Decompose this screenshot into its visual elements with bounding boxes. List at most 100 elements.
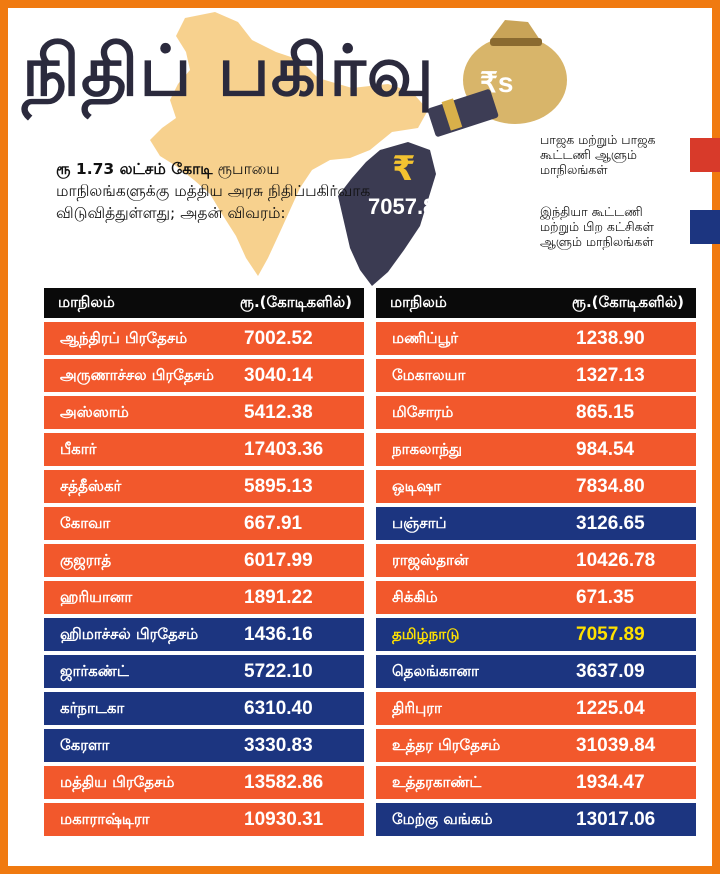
- right-table: மாநிலம் ரூ.(கோடிகளில்) மணிப்பூர் 1238.90 ம…: [376, 288, 696, 836]
- table-row: சத்தீஸ்கர் 5895.13: [44, 470, 364, 503]
- state-amount: 1436.16: [244, 623, 313, 645]
- state-name: மகாராஷ்டிரா: [60, 809, 150, 828]
- state-name: மிசோரம்: [392, 402, 454, 421]
- intro-rest: ரூபாயை மாநிலங்களுக்கு மத்திய அரசு நிதிப்…: [56, 160, 371, 222]
- table-row: மத்திய பிரதேசம் 13582.86: [44, 766, 364, 799]
- table-row: கோவா 667.91: [44, 507, 364, 540]
- page-title: நிதிப் பகிர்வு: [22, 30, 435, 112]
- table-row: உத்தர பிரதேசம் 31039.84: [376, 729, 696, 762]
- rupee-icon: ₹: [392, 149, 416, 189]
- state-amount: 13582.86: [244, 771, 324, 793]
- state-name: கர்நாடகா: [60, 698, 125, 717]
- state-amount: 1238.90: [576, 327, 645, 349]
- state-amount: 3330.83: [244, 734, 313, 756]
- table-row: மேகாலயா 1327.13: [376, 359, 696, 392]
- state-amount: 6310.40: [244, 697, 313, 719]
- state-amount: 3637.09: [576, 660, 645, 682]
- table-row: மிசோரம் 865.15: [376, 396, 696, 429]
- table-row: சிக்கிம் 671.35: [376, 581, 696, 614]
- header-amount: ரூ.(கோடிகளில்): [239, 293, 352, 311]
- state-amount: 31039.84: [576, 734, 656, 756]
- state-amount: 10426.78: [576, 549, 656, 571]
- table-row: திரிபுரா 1225.04: [376, 692, 696, 725]
- state-amount: 7834.80: [576, 475, 645, 497]
- state-amount: 6017.99: [244, 549, 313, 571]
- tamilnadu-map-shape: [338, 142, 436, 286]
- state-name: பஞ்சாப்: [392, 513, 447, 532]
- left-table: மாநிலம் ரூ.(கோடிகளில்) ஆந்திரப் பிரதேசம்…: [44, 288, 364, 836]
- cash-bundle-icon: [427, 89, 499, 137]
- state-name: குஜராத்: [60, 550, 112, 569]
- table-row: உத்தரகாண்ட் 1934.47: [376, 766, 696, 799]
- table-row: பீகார் 17403.36: [44, 433, 364, 466]
- table-row: ஹிமாச்சல் பிரதேசம் 1436.16: [44, 618, 364, 651]
- state-amount: 5412.38: [244, 401, 313, 423]
- table-row: நாகலாந்து 984.54: [376, 433, 696, 466]
- state-amount: 1327.13: [576, 364, 645, 386]
- state-name: சத்தீஸ்கர்: [60, 476, 122, 495]
- table-row: தெலங்கானா 3637.09: [376, 655, 696, 688]
- table-row: அஸ்ஸாம் 5412.38: [44, 396, 364, 429]
- legend-india-swatch: [690, 209, 720, 244]
- table-row: கர்நாடகா 6310.40: [44, 692, 364, 725]
- intro-highlight: ரூ 1.73 லட்சம் கோடி: [56, 160, 213, 178]
- legend-bjp: பாஜக மற்றும் பாஜக கூட்டணி ஆளும் மாநிலங்க…: [540, 132, 720, 177]
- india-map-illustration: ₹s ₹: [150, 12, 567, 286]
- state-name: கேரளா: [60, 735, 110, 754]
- right-table-header: மாநிலம் ரூ.(கோடிகளில்): [376, 288, 696, 318]
- state-name: ஆந்திரப் பிரதேசம்: [60, 328, 188, 347]
- state-amount: 7057.89: [576, 623, 645, 645]
- state-name: நாகலாந்து: [392, 439, 462, 458]
- header-state: மாநிலம்: [390, 293, 447, 311]
- state-name: ராஜஸ்தான்: [392, 550, 469, 569]
- legend-india: இந்தியா கூட்டணி மற்றும் பிற கட்சிகள் ஆளு…: [540, 204, 720, 249]
- table-row: ராஜஸ்தான் 10426.78: [376, 544, 696, 577]
- state-amount: 10930.31: [244, 808, 324, 830]
- state-name: மத்திய பிரதேசம்: [60, 772, 175, 791]
- state-name: அஸ்ஸாம்: [60, 402, 129, 421]
- state-amount: 5895.13: [244, 475, 313, 497]
- left-table-header: மாநிலம் ரூ.(கோடிகளில்): [44, 288, 364, 318]
- state-amount: 5722.10: [244, 660, 313, 682]
- state-amount: 984.54: [576, 438, 635, 460]
- header-amount: ரூ.(கோடிகளில்): [571, 293, 684, 311]
- state-amount: 1225.04: [576, 697, 645, 719]
- state-name: ஜார்கண்ட்: [60, 661, 129, 680]
- state-name: ஹரியானா: [60, 587, 133, 606]
- state-name: அருணாச்சல பிரதேசம்: [60, 365, 215, 384]
- state-name: ஒடிஷா: [392, 476, 442, 495]
- left-table-body: ஆந்திரப் பிரதேசம் 7002.52 அருணாச்சல பிரதேச…: [44, 322, 364, 836]
- state-amount: 3040.14: [244, 364, 313, 386]
- table-row: மகாராஷ்டிரா 10930.31: [44, 803, 364, 836]
- india-map-shape: [150, 12, 428, 276]
- table-row: ஜார்கண்ட் 5722.10: [44, 655, 364, 688]
- state-name: திரிபுரா: [392, 698, 442, 717]
- tamilnadu-amount-callout: 7057.89: [368, 194, 448, 219]
- table-row: ஹரியானா 1891.22: [44, 581, 364, 614]
- state-amount: 17403.36: [244, 438, 324, 460]
- state-amount: 7002.52: [244, 327, 313, 349]
- state-name: பீகார்: [60, 439, 97, 458]
- legend-bjp-swatch: [690, 137, 720, 172]
- table-row: மணிப்பூர் 1238.90: [376, 322, 696, 355]
- state-name: தெலங்கானா: [392, 661, 479, 680]
- state-amount: 1934.47: [576, 771, 645, 793]
- table-row: பஞ்சாப் 3126.65: [376, 507, 696, 540]
- state-amount: 667.91: [244, 512, 303, 534]
- state-name: தமிழ்நாடு: [392, 624, 460, 643]
- state-amount: 1891.22: [244, 586, 313, 608]
- header-state: மாநிலம்: [58, 293, 115, 311]
- legend-india-label: இந்தியா கூட்டணி மற்றும் பிற கட்சிகள் ஆளு…: [540, 204, 654, 249]
- right-table-body: மணிப்பூர் 1238.90 மேகாலயா 1327.13 மிசோரம் 865…: [376, 322, 696, 836]
- table-row: குஜராத் 6017.99: [44, 544, 364, 577]
- state-amount: 3126.65: [576, 512, 645, 534]
- intro-text: ரூ 1.73 லட்சம் கோடி ரூபாயை மாநிலங்களுக்க…: [56, 158, 376, 224]
- state-amount: 865.15: [576, 401, 635, 423]
- table-row: அருணாச்சல பிரதேசம் 3040.14: [44, 359, 364, 392]
- state-amount: 13017.06: [576, 808, 656, 830]
- legend-bjp-label: பாஜக மற்றும் பாஜக கூட்டணி ஆளும் மாநிலங்க…: [540, 132, 656, 177]
- state-name: மணிப்பூர்: [392, 328, 459, 347]
- state-amount: 671.35: [576, 586, 635, 608]
- state-name: ஹிமாச்சல் பிரதேசம்: [60, 624, 199, 643]
